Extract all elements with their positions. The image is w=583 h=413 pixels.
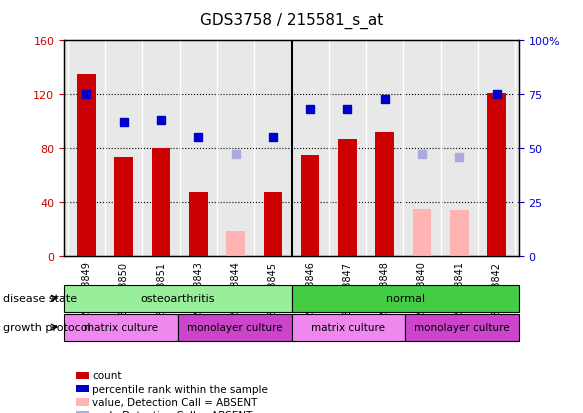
Text: matrix culture: matrix culture bbox=[84, 322, 158, 332]
Text: growth protocol: growth protocol bbox=[3, 322, 90, 332]
Text: disease state: disease state bbox=[3, 293, 77, 304]
Bar bbox=[77, 75, 96, 256]
Text: monolayer culture: monolayer culture bbox=[414, 322, 510, 332]
Bar bbox=[264, 193, 282, 256]
Bar bbox=[487, 94, 506, 256]
Text: value, Detection Call = ABSENT: value, Detection Call = ABSENT bbox=[92, 397, 258, 407]
Text: count: count bbox=[92, 370, 122, 380]
Bar bbox=[338, 139, 357, 256]
Bar bbox=[413, 209, 431, 256]
Text: rank, Detection Call = ABSENT: rank, Detection Call = ABSENT bbox=[92, 410, 252, 413]
Bar bbox=[450, 210, 469, 256]
Text: normal: normal bbox=[385, 293, 425, 304]
Text: matrix culture: matrix culture bbox=[311, 322, 385, 332]
Bar bbox=[114, 158, 133, 256]
Bar bbox=[301, 155, 319, 256]
Bar bbox=[375, 133, 394, 256]
Text: osteoarthritis: osteoarthritis bbox=[141, 293, 215, 304]
Bar bbox=[152, 149, 170, 256]
Bar bbox=[189, 193, 208, 256]
Text: percentile rank within the sample: percentile rank within the sample bbox=[92, 384, 268, 394]
Text: GDS3758 / 215581_s_at: GDS3758 / 215581_s_at bbox=[200, 12, 383, 29]
Bar bbox=[226, 232, 245, 256]
Text: monolayer culture: monolayer culture bbox=[187, 322, 283, 332]
